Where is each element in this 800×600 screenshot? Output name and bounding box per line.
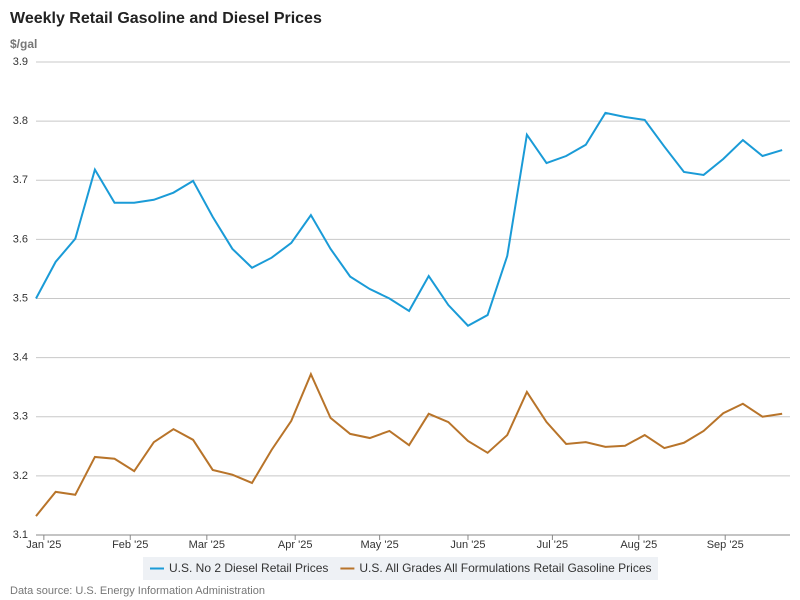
chart-title: Weekly Retail Gasoline and Diesel Prices bbox=[10, 10, 322, 27]
y-axis-label: $/gal bbox=[10, 37, 37, 51]
legend-label: U.S. All Grades All Formulations Retail … bbox=[359, 561, 651, 575]
series-line bbox=[35, 111, 783, 327]
y-tick-label: 3.7 bbox=[13, 174, 28, 186]
x-tick-label: Feb '25 bbox=[112, 539, 148, 551]
x-tick-label: Jan '25 bbox=[26, 539, 61, 551]
x-tick-label: Sep '25 bbox=[707, 539, 744, 551]
x-tick-label: Jul '25 bbox=[537, 539, 568, 551]
y-tick-label: 3.8 bbox=[13, 115, 28, 127]
y-tick-label: 3.3 bbox=[13, 411, 28, 423]
y-tick-label: 3.9 bbox=[13, 56, 28, 68]
x-tick-label: May '25 bbox=[361, 539, 399, 551]
x-tick-label: Mar '25 bbox=[189, 539, 225, 551]
legend-box bbox=[143, 557, 658, 580]
x-tick-label: Jun '25 bbox=[450, 539, 485, 551]
y-tick-label: 3.4 bbox=[13, 352, 28, 364]
y-tick-label: 3.5 bbox=[13, 292, 28, 304]
legend-label: U.S. No 2 Diesel Retail Prices bbox=[169, 561, 328, 575]
y-tick-label: 3.6 bbox=[13, 233, 28, 245]
x-tick-label: Apr '25 bbox=[278, 539, 313, 551]
x-tick-label: Aug '25 bbox=[620, 539, 657, 551]
series-line bbox=[35, 371, 783, 517]
y-tick-label: 3.2 bbox=[13, 470, 28, 482]
y-tick-label: 3.1 bbox=[13, 529, 28, 541]
source-note: Data source: U.S. Energy Information Adm… bbox=[10, 585, 265, 597]
